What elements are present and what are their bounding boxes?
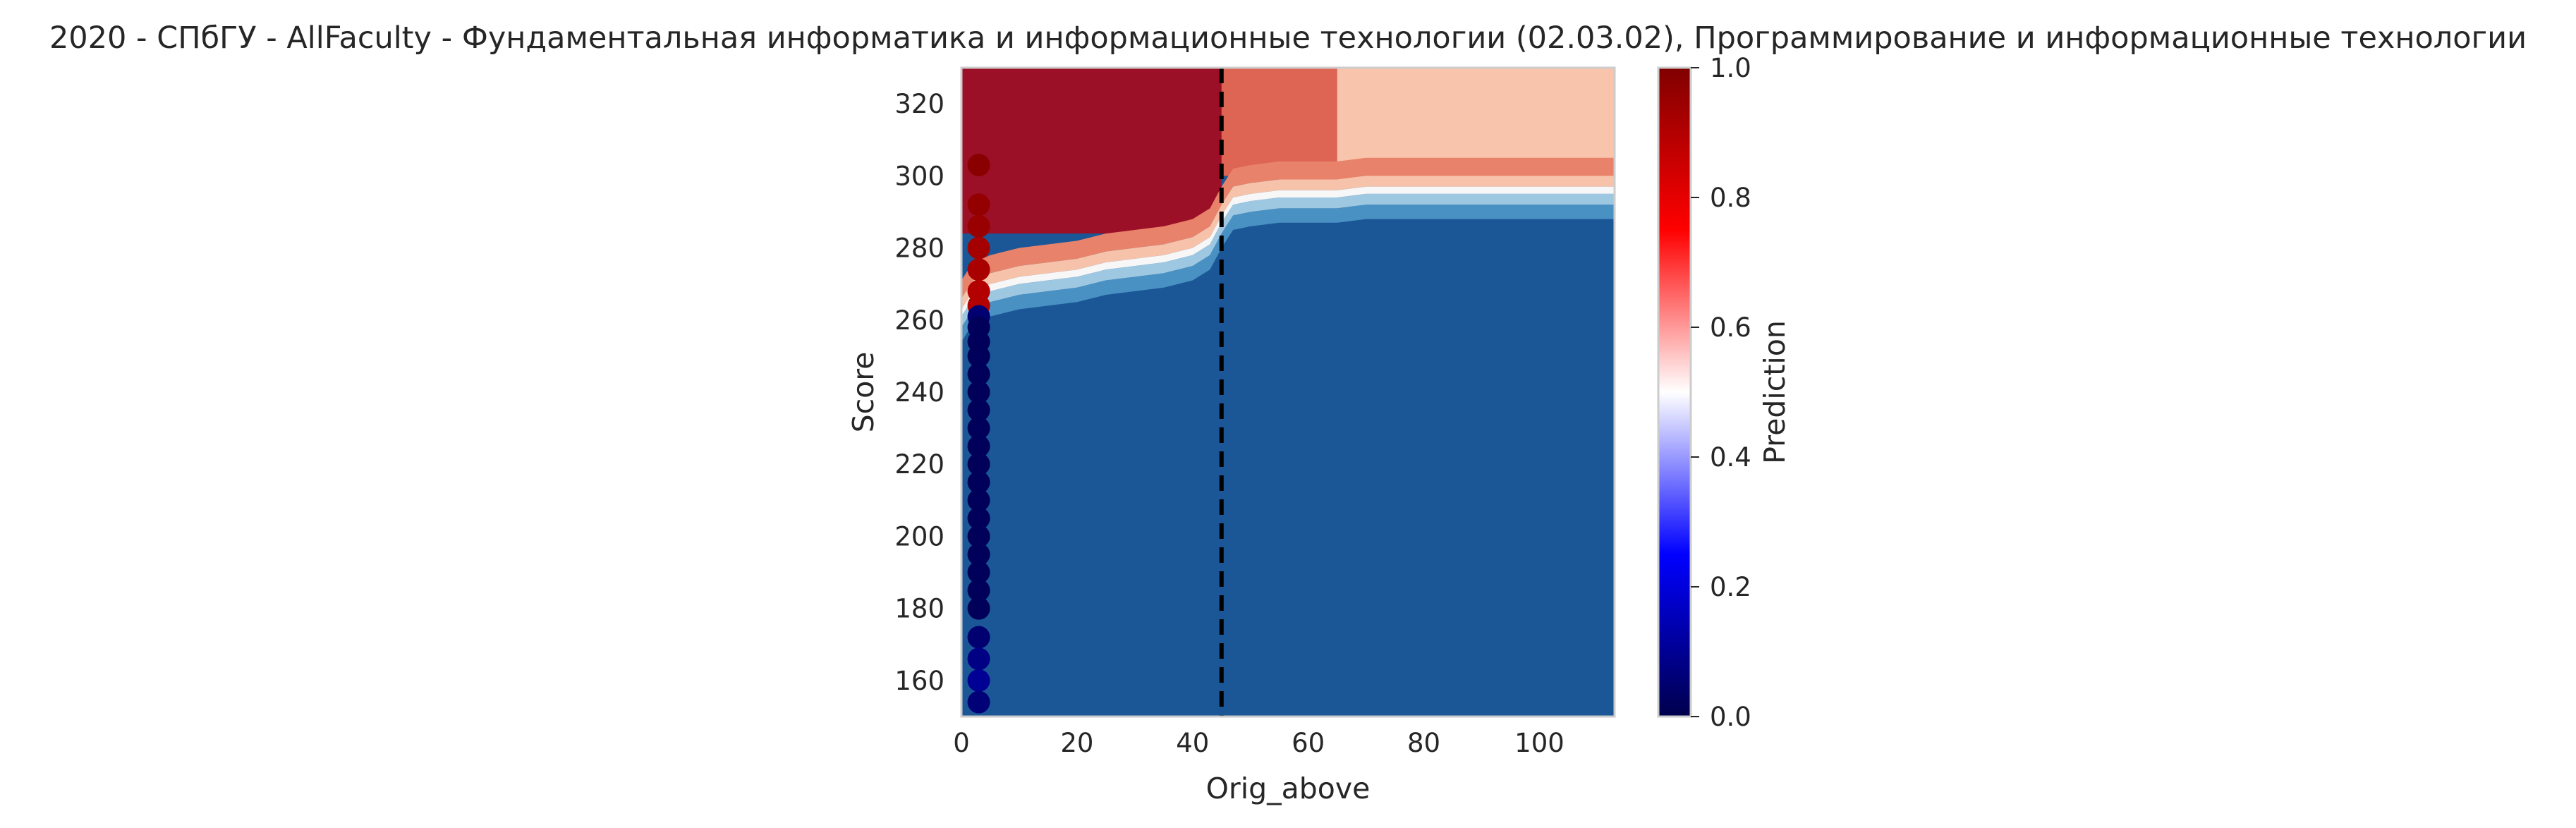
scatter-point [967,434,990,458]
x-axis-label: Orig_above [1206,772,1371,805]
colorbar-tick-label: 0.2 [1710,572,1751,602]
colorbar-ticks: 0.0 0.2 0.4 0.6 0.8 1.0 [1691,53,1751,732]
x-tick-label: 100 [1514,728,1565,758]
y-tick-label: 320 [894,89,944,119]
scatter-point [967,236,990,260]
y-axis-ticks: 160 180 200 220 240 260 280 300 320 [894,89,944,696]
scatter-point [967,344,990,367]
scatter-point [967,506,990,530]
y-tick-label: 180 [894,594,944,624]
colorbar-tick-label: 0.8 [1710,183,1751,213]
colorbar-label: Prediction [1758,320,1792,464]
y-tick-label: 240 [894,377,944,408]
decision-bands [961,157,1615,342]
decision-band-4 [961,205,1615,342]
contour-region-1 [961,68,1222,234]
scatter-point [967,363,990,386]
contour-region-2 [1221,68,1337,176]
chart-title: 2020 - СПбГУ - AllFaculty - Фундаменталь… [49,20,2527,56]
y-tick-label: 200 [894,521,944,552]
plot-area [961,68,1615,717]
scatter-point [967,398,990,422]
y-tick-label: 220 [894,449,944,480]
colorbar-tick-label: 1.0 [1710,53,1751,83]
scatter-point [967,647,990,671]
y-tick-label: 300 [894,161,944,191]
scatter-point [967,690,990,714]
x-tick-label: 60 [1292,728,1325,758]
scatter-point [967,381,990,403]
plot-frame [960,66,1616,718]
colorbar-gradient [1657,66,1692,718]
x-tick-label: 80 [1407,728,1440,758]
colorbar: 0.0 0.2 0.4 0.6 0.8 1.0 Prediction [1657,53,1792,732]
scatter-point [967,154,990,176]
scatter-points [967,154,990,714]
y-tick-label: 280 [894,233,944,264]
scatter-point [967,597,990,620]
scatter-point [967,669,990,692]
x-tick-label: 0 [953,728,970,758]
colorbar-tick-label: 0.0 [1710,702,1751,732]
scatter-point [967,525,990,548]
y-tick-label: 260 [894,305,944,336]
scatter-point [967,453,990,476]
x-tick-label: 40 [1176,728,1209,758]
scatter-point [967,543,990,566]
scatter-point [967,561,990,584]
x-axis-ticks: 0 20 40 60 80 100 [953,728,1565,758]
scatter-point [967,626,990,649]
scatter-point [967,417,990,440]
decision-band-0 [961,157,1615,299]
scatter-point [967,470,990,494]
y-axis-label: Score [846,352,880,433]
colorbar-tick-label: 0.6 [1710,312,1751,343]
scatter-point [967,193,990,217]
scatter-point [967,214,990,238]
scatter-point [967,258,990,281]
y-tick-label: 160 [894,666,944,696]
scatter-point [967,579,990,602]
x-tick-label: 20 [1060,728,1093,758]
colorbar-tick-label: 0.4 [1710,442,1751,473]
scatter-point [967,489,990,512]
